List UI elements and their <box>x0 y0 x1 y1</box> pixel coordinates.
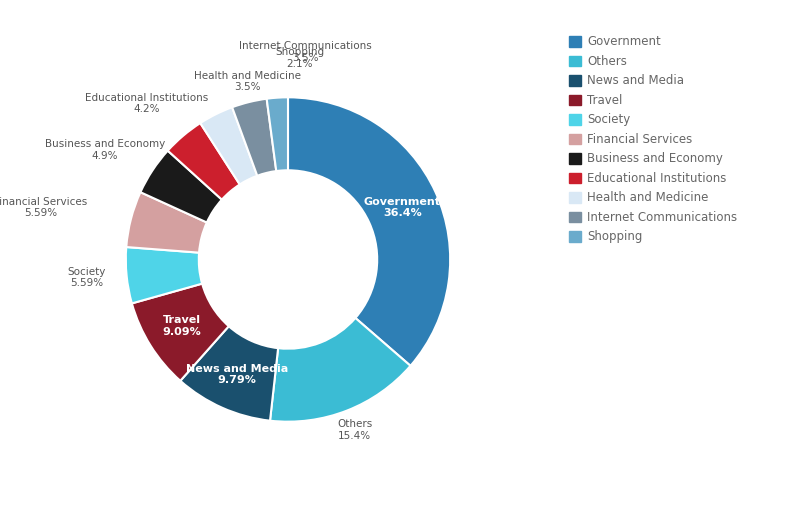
Text: Shopping
2.1%: Shopping 2.1% <box>275 47 325 69</box>
Text: Business and Economy
4.9%: Business and Economy 4.9% <box>45 139 165 161</box>
Wedge shape <box>200 107 258 184</box>
Wedge shape <box>126 247 202 304</box>
Wedge shape <box>168 123 240 200</box>
Wedge shape <box>180 326 278 421</box>
Text: Others
15.4%: Others 15.4% <box>337 419 372 441</box>
Wedge shape <box>126 192 207 253</box>
Text: Educational Institutions
4.2%: Educational Institutions 4.2% <box>85 92 208 114</box>
Wedge shape <box>266 98 288 171</box>
Text: Society
5.59%: Society 5.59% <box>67 267 106 289</box>
Text: Health and Medicine
3.5%: Health and Medicine 3.5% <box>194 71 301 92</box>
Wedge shape <box>141 151 222 223</box>
Text: Travel
9.09%: Travel 9.09% <box>162 316 201 337</box>
Wedge shape <box>270 318 410 421</box>
Wedge shape <box>132 284 229 381</box>
Text: Internet Communications
3.5%: Internet Communications 3.5% <box>239 41 372 63</box>
Text: Financial Services
5.59%: Financial Services 5.59% <box>0 197 87 218</box>
Wedge shape <box>288 98 450 366</box>
Wedge shape <box>232 99 276 176</box>
Text: News and Media
9.79%: News and Media 9.79% <box>186 363 288 385</box>
Text: Government
36.4%: Government 36.4% <box>364 197 441 218</box>
Legend: Government, Others, News and Media, Travel, Society, Financial Services, Busines: Government, Others, News and Media, Trav… <box>566 32 741 247</box>
